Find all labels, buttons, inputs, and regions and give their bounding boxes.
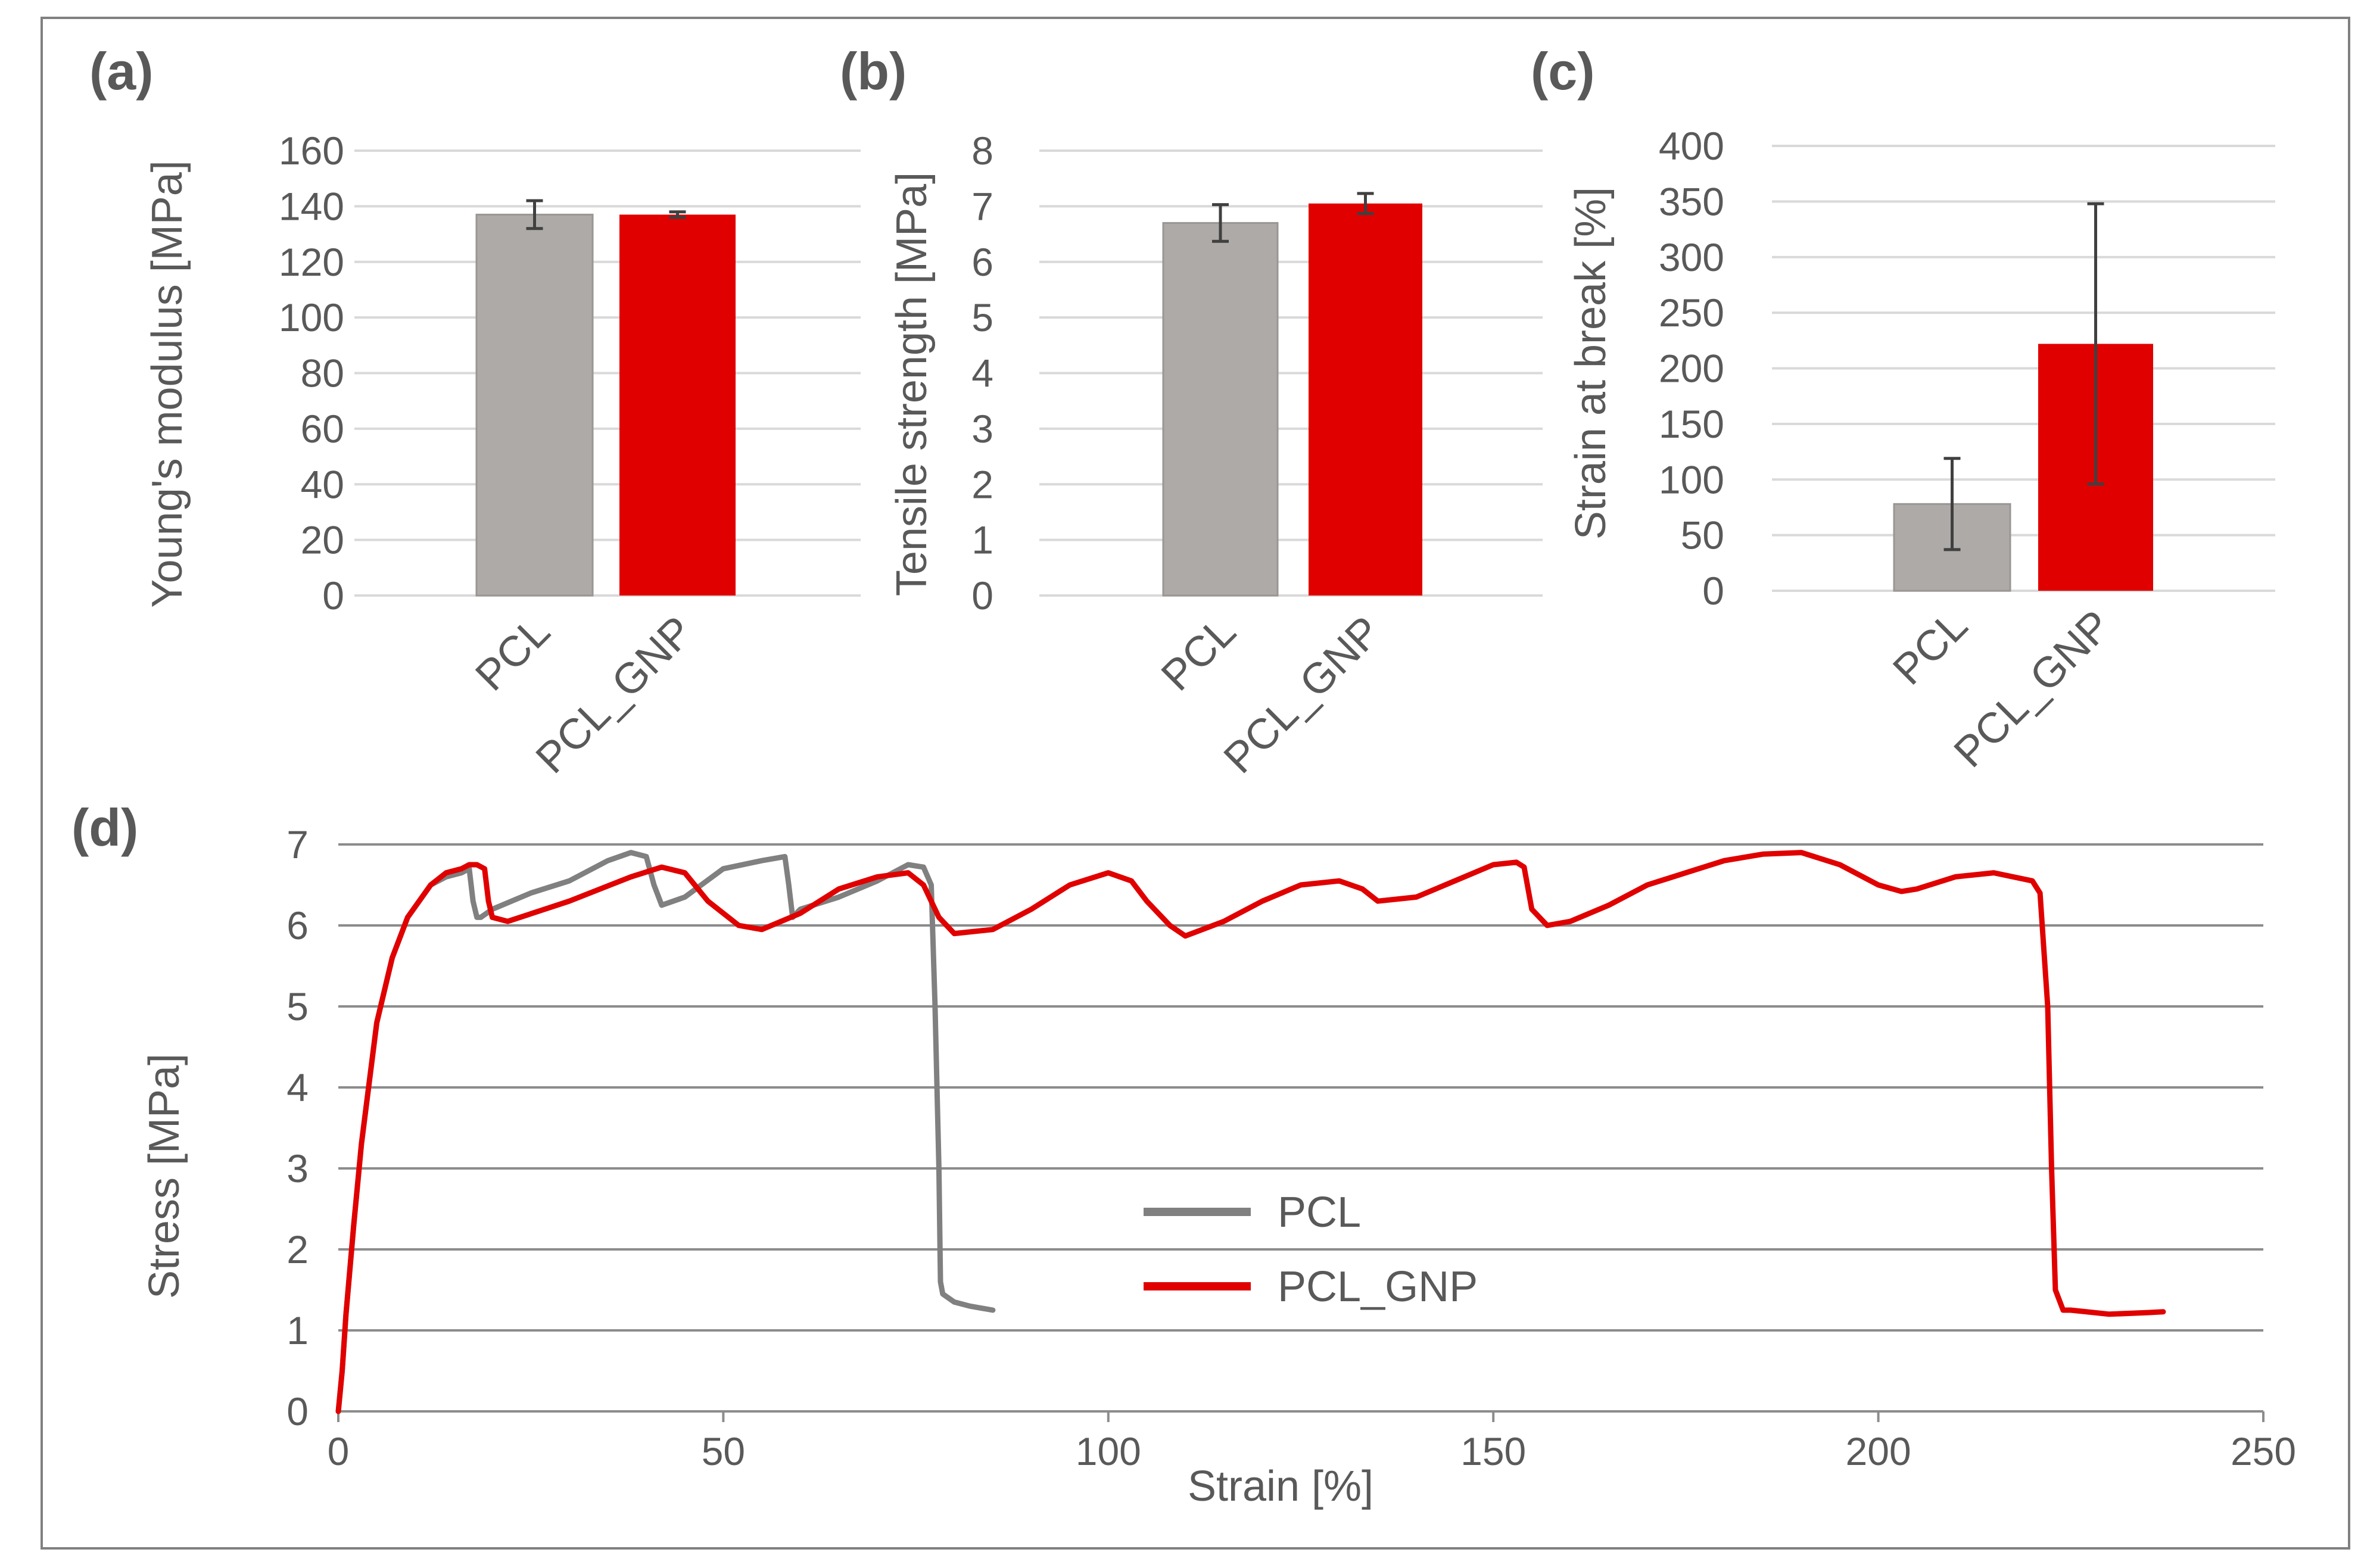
y-tick-label: 5 [971, 295, 993, 339]
legend-label-pcl-gnp: PCL_GNP [1278, 1263, 1478, 1311]
y-tick-label: 150 [1659, 402, 1724, 446]
panel-c-error-bars [1943, 202, 2104, 551]
bar-pcl [475, 213, 594, 597]
panel-a-error-bars [526, 199, 686, 230]
y-tick-label: 200 [1659, 347, 1724, 391]
legend-label-pcl: PCL [1278, 1189, 1361, 1236]
panel-a-label: (a) [89, 42, 154, 101]
bar-pcl [1162, 222, 1279, 597]
y-tick-label: 50 [1681, 513, 1724, 557]
panel-d-x-ticks: 0 50 100 150 200 250 [328, 1411, 2296, 1473]
y-tick-label: 250 [1659, 291, 1724, 335]
panel-b-bars [1162, 203, 1422, 597]
y-tick-label: 400 [1659, 124, 1724, 168]
y-tick-label: 5 [286, 984, 309, 1028]
panel-d-chart: (d) 0 1 2 3 4 5 6 7 0 50 100 150 200 250 Stress [MPa… [71, 798, 2296, 1510]
x-tick-label: 0 [328, 1429, 350, 1473]
y-tick-label: 2 [286, 1227, 309, 1271]
panel-c-y-ticks: 0 50 100 150 200 250 300 350 400 [1659, 124, 1724, 613]
y-tick-label: 7 [971, 184, 993, 228]
panel-d-lines [335, 850, 2166, 1414]
y-tick-label: 2 [971, 462, 993, 506]
panel-d-label: (d) [71, 798, 138, 857]
y-tick-label: 300 [1659, 235, 1724, 279]
x-tick-label: 50 [702, 1429, 745, 1473]
y-tick-label: 100 [1659, 457, 1724, 501]
panel-b-y-axis-title: Tensile strength [MPa] [888, 172, 936, 596]
panel-a-bars [475, 213, 736, 597]
panel-c-gridlines [1772, 145, 2275, 592]
panel-c-bars [1893, 344, 2153, 592]
y-tick-label: 160 [279, 129, 344, 173]
series-line-pcl-gnp [335, 850, 2166, 1414]
y-tick-label: 80 [301, 351, 344, 395]
y-tick-label: 6 [286, 903, 309, 947]
y-tick-label: 60 [301, 407, 344, 451]
y-tick-label: 3 [286, 1146, 309, 1190]
x-tick-label: 150 [1460, 1429, 1526, 1473]
bar-pcl-gnp [1309, 203, 1422, 596]
x-tick-label: 200 [1846, 1429, 1911, 1473]
y-tick-label: 100 [279, 295, 344, 339]
y-tick-label: 6 [971, 240, 993, 284]
panel-d-y-ticks: 0 1 2 3 4 5 6 7 [286, 822, 309, 1433]
panel-c-label: (c) [1531, 42, 1595, 101]
y-tick-label: 1 [286, 1308, 309, 1352]
panel-a-gridlines [354, 149, 861, 597]
y-tick-label: 0 [1702, 569, 1724, 613]
panel-b-error-bars [1212, 192, 1374, 243]
panel-a-y-ticks: 0 20 40 60 80 100 120 140 160 [279, 129, 344, 618]
y-tick-label: 120 [279, 240, 344, 284]
y-tick-label: 7 [286, 822, 309, 866]
y-tick-label: 140 [279, 184, 344, 228]
y-tick-label: 20 [301, 518, 344, 562]
y-tick-label: 1 [971, 518, 993, 562]
y-tick-label: 0 [971, 573, 993, 618]
x-tick-label: 250 [2231, 1429, 2296, 1473]
y-tick-label: 40 [301, 462, 344, 506]
panel-a-y-axis-title: Young's modulus [MPa] [144, 160, 191, 608]
panel-c-y-axis-title: Strain at break [%] [1567, 187, 1615, 540]
panel-d-y-axis-title: Stress [MPa] [141, 1053, 188, 1299]
y-tick-label: 8 [971, 129, 993, 173]
y-tick-label: 3 [971, 407, 993, 451]
panel-b-y-ticks: 0 1 2 3 4 5 6 7 8 [971, 129, 993, 618]
x-tick-label: 100 [1076, 1429, 1141, 1473]
y-tick-label: 350 [1659, 179, 1724, 223]
panel-b-gridlines [1039, 149, 1543, 597]
y-tick-label: 4 [286, 1065, 309, 1109]
y-tick-label: 0 [286, 1389, 309, 1433]
panel-d-x-axis-title: Strain [%] [1188, 1463, 1373, 1510]
y-tick-label: 4 [971, 351, 993, 395]
bar-pcl-gnp [619, 214, 736, 596]
panel-d-legend: PCL PCL_GNP [1144, 1189, 1478, 1311]
panel-d-gridlines [338, 843, 2263, 1413]
y-tick-label: 0 [322, 573, 344, 618]
panel-b-label: (b) [840, 42, 907, 101]
